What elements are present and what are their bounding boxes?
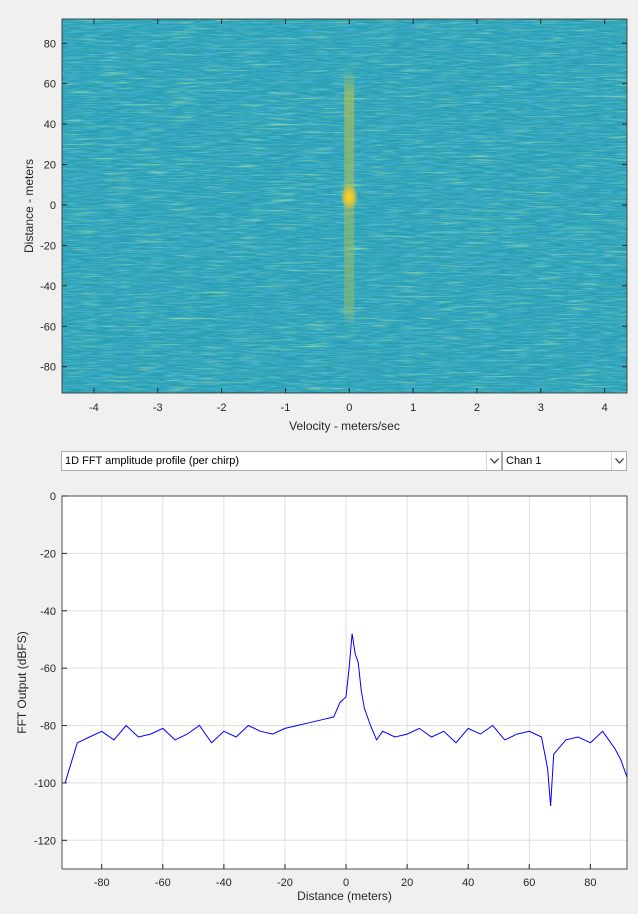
chevron-down-icon[interactable] [486, 452, 501, 470]
heatmap-y-tick-label: 20 [44, 160, 56, 172]
heatmap-x-tick-label: 3 [538, 402, 544, 414]
heatmap-y-tick-label: -20 [40, 240, 56, 252]
line-y-tick-label: -20 [40, 548, 56, 560]
line-y-axis-label: FFT Output (dBFS) [15, 631, 29, 733]
chevron-down-icon[interactable] [611, 452, 626, 470]
line-x-tick-label: 20 [401, 877, 413, 889]
line-x-tick-label: 40 [462, 877, 474, 889]
heatmap-x-tick-label: 2 [474, 402, 480, 414]
line-axes: -80 -60 -40 -20 0 20 40 60 80 0 -20 -40 -60 -80 -100 -1… [34, 491, 628, 889]
range-doppler-chart: -4 -3 -2 -1 0 1 2 3 4 -80 -60 -40 -20 0 20 40 60 80 Veloc… [22, 18, 628, 433]
channel-dropdown[interactable]: Chan 1 [502, 451, 627, 471]
heatmap-y-tick-label: -60 [40, 321, 56, 333]
line-y-tick-label: -60 [40, 663, 56, 675]
heatmap-x-tick-label: -3 [153, 402, 163, 414]
line-x-tick-label: -60 [155, 877, 171, 889]
line-x-tick-label: -80 [94, 877, 110, 889]
heatmap-x-axis-label: Velocity - meters/sec [289, 419, 400, 433]
line-y-tick-label: -80 [40, 721, 56, 733]
heatmap-y-axis-label: Distance - meters [22, 159, 36, 253]
heatmap-x-tick-label: 0 [346, 402, 352, 414]
line-x-tick-label: 0 [343, 877, 349, 889]
heatmap-y-tick-label: 80 [44, 38, 56, 50]
line-y-tick-label: 0 [50, 491, 56, 503]
line-y-tick-label: -120 [34, 835, 56, 847]
line-frame [61, 495, 628, 870]
target-peak [340, 183, 359, 210]
heatmap-x-tick-label: 4 [602, 402, 608, 414]
line-x-tick-label: 60 [523, 877, 535, 889]
heatmap-y-tick-label: 0 [50, 200, 56, 212]
heatmap-plot-area [62, 19, 627, 393]
line-x-axis-label: Distance (meters) [297, 889, 392, 903]
heatmap-x-tick-label: -1 [281, 402, 291, 414]
channel-selected: Chan 1 [506, 455, 542, 467]
profile-type-dropdown[interactable]: 1D FFT amplitude profile (per chirp) [61, 451, 502, 471]
profile-type-selected: 1D FFT amplitude profile (per chirp) [65, 455, 240, 467]
heatmap-y-tick-label: -40 [40, 281, 56, 293]
heatmap-frame [61, 18, 628, 394]
line-x-tick-label: 80 [584, 877, 596, 889]
line-plot-area [62, 496, 627, 869]
heatmap-x-tick-label: -4 [89, 402, 99, 414]
heatmap-axes: -4 -3 -2 -1 0 1 2 3 4 -80 -60 -40 -20 0 20 40 60 80 [40, 18, 628, 414]
heatmap-x-tick-label: -2 [217, 402, 227, 414]
line-y-tick-label: -40 [40, 606, 56, 618]
line-y-tick-label: -100 [34, 778, 56, 790]
line-grid [62, 495, 627, 869]
heatmap-y-tick-label: 40 [44, 119, 56, 131]
line-x-tick-label: -20 [277, 877, 293, 889]
heatmap-y-tick-label: -80 [40, 362, 56, 374]
fft-profile-chart: -80 -60 -40 -20 0 20 40 60 80 0 -20 -40 -60 -80 -100 -1… [15, 491, 628, 903]
heatmap-x-tick-label: 1 [410, 402, 416, 414]
heatmap-y-tick-label: 60 [44, 79, 56, 91]
line-x-tick-label: -40 [216, 877, 232, 889]
fft-series-line [64, 633, 628, 806]
